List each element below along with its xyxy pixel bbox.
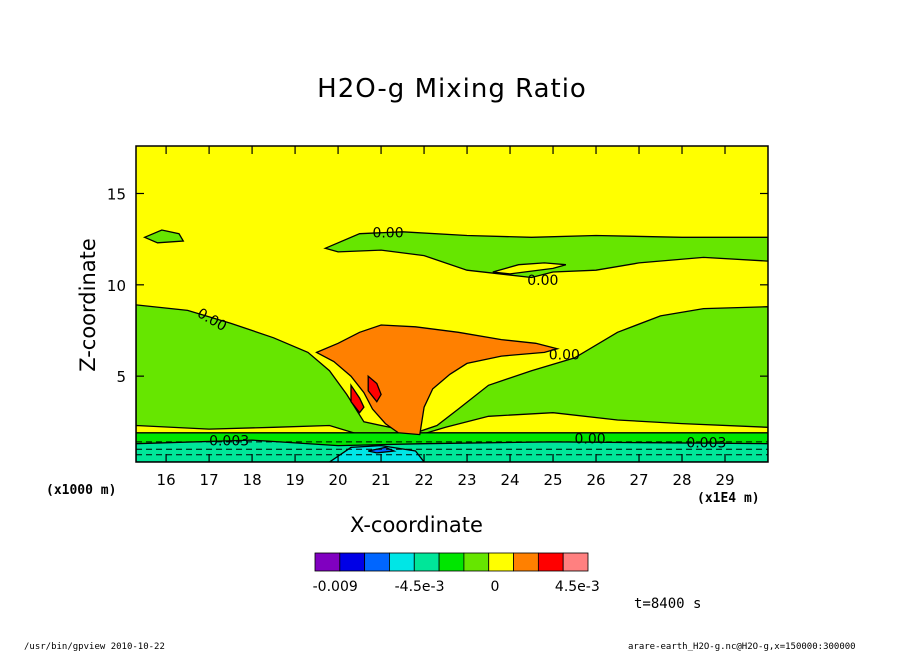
colorbar-swatch <box>513 552 539 572</box>
colorbar-swatch <box>389 552 415 572</box>
x-tick-label: 28 <box>672 471 691 489</box>
contour-label: 0.003 <box>209 434 249 450</box>
colorbar-swatch <box>438 552 465 572</box>
contour-label: 0.00 <box>575 432 606 448</box>
contour-label: 0.00 <box>527 273 558 289</box>
x-unit-note: (x1000 m) <box>46 483 117 498</box>
x-tick-label: 18 <box>243 471 262 489</box>
y-tick-label: 10 <box>107 277 126 295</box>
colorbar-swatch <box>537 552 564 572</box>
x-axis-label: X-coordinate <box>350 513 483 537</box>
colorbar-label: -4.5e-3 <box>395 579 445 595</box>
region-core-red-2 <box>367 374 382 403</box>
region-dry-patch-upper <box>492 262 567 275</box>
time-label: t=8400 s <box>634 596 702 612</box>
surface-dashes <box>136 441 768 456</box>
contour-regions <box>136 229 768 462</box>
colorbar-swatch <box>339 552 366 572</box>
x-tick-label: 29 <box>715 471 734 489</box>
region-moist-patch-upper-left <box>142 229 185 244</box>
y-axis-label: Z-coordinate <box>76 238 100 372</box>
x-axis: 16 17 18 19 20 21 22 23 24 25 26 27 28 29 <box>157 146 735 489</box>
x-tick-label: 22 <box>415 471 434 489</box>
x-tick-label: 20 <box>329 471 348 489</box>
footer-right: arare-earth_H2O-g.nc@H2O-g,x=150000:3000… <box>628 642 856 652</box>
colorbar-swatch <box>413 552 440 572</box>
x-tick-label: 26 <box>586 471 605 489</box>
colorbar-label: 4.5e-3 <box>555 579 600 595</box>
plot-frame <box>135 145 769 463</box>
colorbar-swatch <box>562 552 589 572</box>
y-axis: 5 10 15 <box>107 185 768 386</box>
x-tick-label: 25 <box>543 471 562 489</box>
contour-label: 0.003 <box>686 435 726 451</box>
footer-left: /usr/bin/gpview 2010-10-22 <box>24 642 165 652</box>
region-moist-layer-upper <box>323 231 768 279</box>
contour-label: 0.00 <box>549 348 580 364</box>
colorbar-label: -0.009 <box>313 579 358 595</box>
colorbar-swatch <box>463 552 490 572</box>
colorbar-swatch <box>364 552 390 572</box>
x-tick-label: 21 <box>372 471 391 489</box>
x-tick-label: 23 <box>458 471 477 489</box>
colorbar: -0.009 -4.5e-3 0 4.5e-3 <box>313 552 600 595</box>
chart-title: H2O-g Mixing Ratio <box>317 74 587 104</box>
x-tick-label: 19 <box>286 471 305 489</box>
x-scale-note: (x1E4 m) <box>697 491 760 506</box>
colorbar-label: 0 <box>490 579 499 595</box>
x-tick-label: 27 <box>629 471 648 489</box>
y-tick-label: 15 <box>107 185 126 203</box>
x-tick-label: 24 <box>500 471 519 489</box>
x-tick-label: 17 <box>200 471 219 489</box>
y-tick-label: 5 <box>116 368 126 386</box>
region-core-red-1 <box>350 383 365 414</box>
x-tick-label: 16 <box>157 471 176 489</box>
contour-label: 0.00 <box>372 225 403 241</box>
colorbar-swatch <box>488 552 514 572</box>
colorbar-swatch <box>314 552 341 572</box>
region-anvil-orange <box>315 324 560 436</box>
